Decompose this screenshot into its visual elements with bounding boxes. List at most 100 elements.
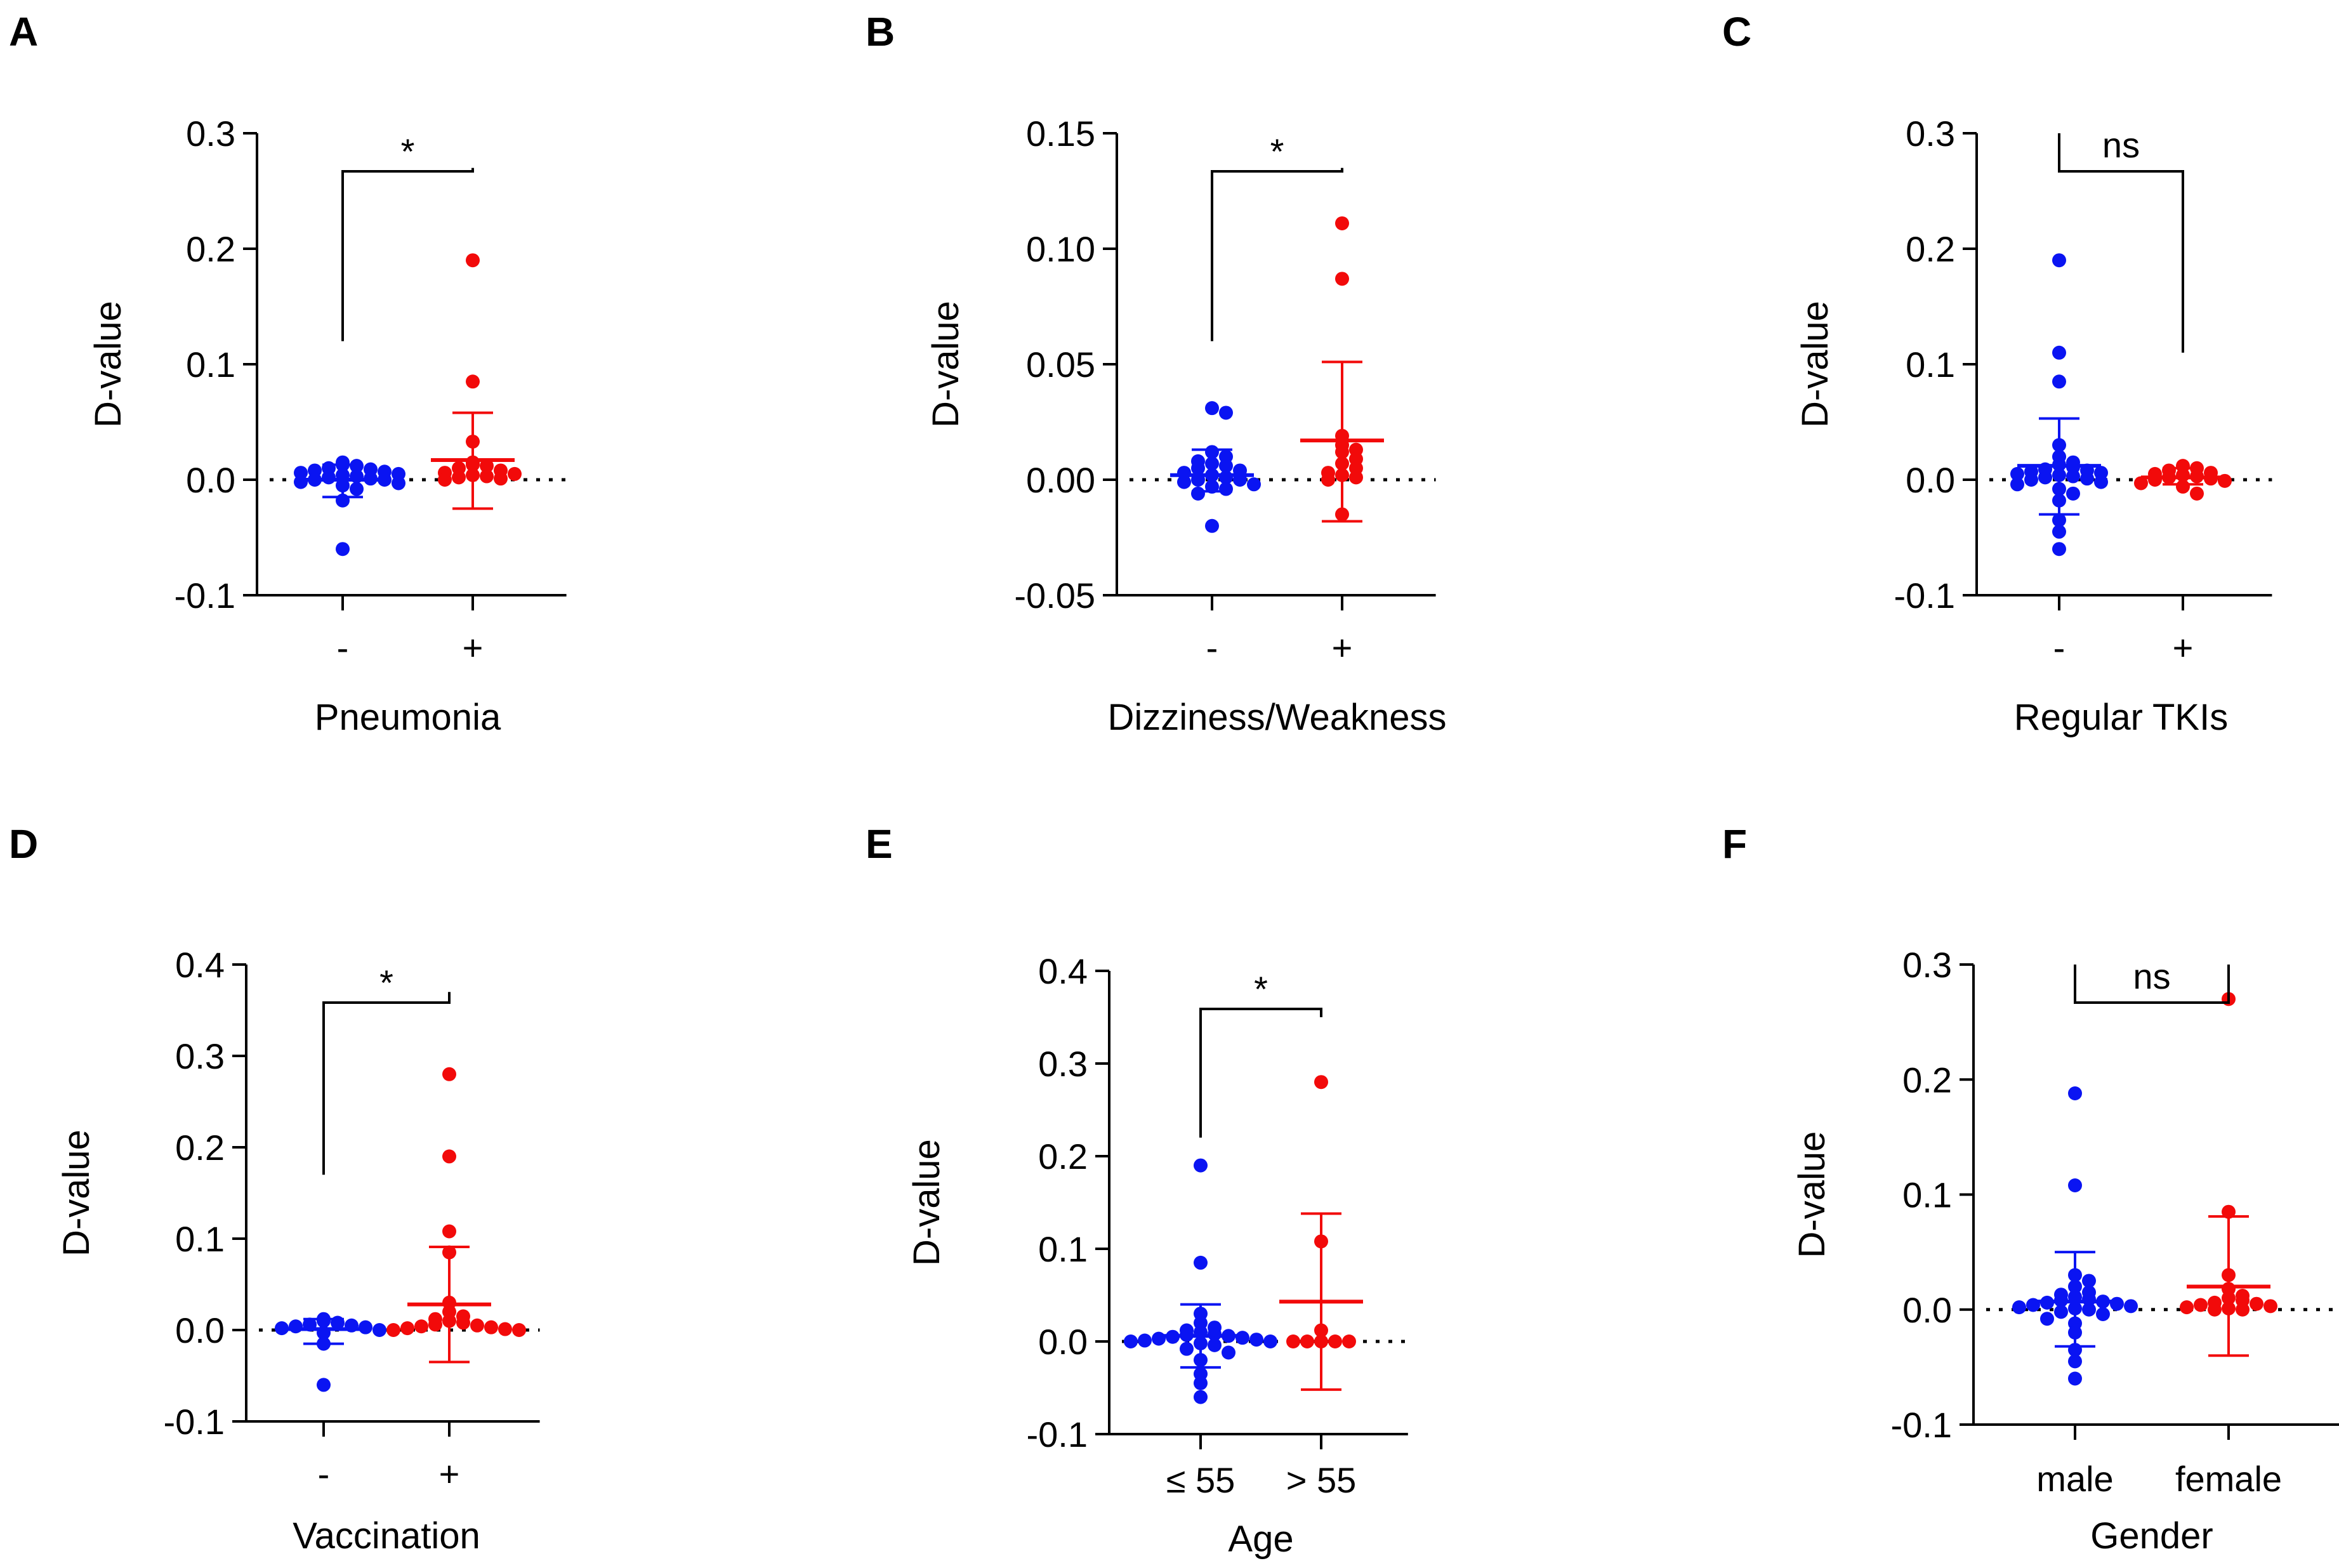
- data-point: [1205, 518, 1219, 533]
- y-tick-label: 0.2: [1038, 1136, 1088, 1176]
- data-point: [372, 1323, 386, 1337]
- data-point: [1191, 486, 1205, 501]
- data-point: [1194, 1255, 1208, 1270]
- data-point: [1222, 1345, 1235, 1360]
- y-tick-label: 0.3: [186, 114, 235, 154]
- data-point: [1263, 1334, 1277, 1348]
- data-point: [1124, 1334, 1138, 1348]
- y-tick-label: 0.05: [1026, 345, 1095, 385]
- data-point: [498, 1322, 512, 1336]
- y-tick-label: 0.2: [1906, 229, 1955, 269]
- data-point: [428, 1317, 442, 1332]
- data-point: [2080, 471, 2094, 486]
- x-tick-label: +: [463, 628, 484, 668]
- x-tick-label: -: [2053, 628, 2066, 668]
- data-point: [1194, 1390, 1208, 1404]
- y-axis-title: D-value: [925, 301, 966, 428]
- data-point: [317, 1378, 331, 1392]
- data-point: [2263, 1299, 2277, 1314]
- data-point: [466, 253, 480, 268]
- y-tick-label: -0.1: [164, 1402, 225, 1442]
- panel-b: B -0.05 0.00 0.05 0.10 0.15 - + Dizziness/Weakne…: [866, 9, 1447, 738]
- y-tick-label: 0.1: [175, 1219, 225, 1259]
- data-point: [452, 470, 466, 485]
- data-point: [2236, 1302, 2250, 1317]
- data-point: [1219, 405, 1233, 420]
- data-point: [1138, 1333, 1152, 1348]
- data-point: [2052, 513, 2066, 527]
- data-point: [400, 1321, 414, 1336]
- panel-f: F -0.1 0.0 0.1 0.2 0.3 male female Gender D-value…: [1722, 821, 2339, 1557]
- y-axis-title: D-value: [88, 301, 129, 428]
- data-point: [480, 469, 494, 484]
- y-tick-label: 0.3: [175, 1036, 225, 1076]
- y-tick-label: 0.15: [1026, 114, 1095, 154]
- data-point: [2040, 1312, 2054, 1326]
- x-tick-label: +: [439, 1454, 460, 1494]
- data-point: [1335, 216, 1349, 230]
- data-point: [2052, 374, 2066, 389]
- x-tick-label: > 55: [1286, 1460, 1357, 1500]
- panel-c: C -0.1 0.0 0.1 0.2 0.3 - + Regular TKIs D-value ns: [1722, 9, 2272, 738]
- data-point: [2124, 1299, 2138, 1314]
- data-point: [2082, 1302, 2096, 1317]
- x-axis-title: Dizziness/Weakness: [1107, 697, 1446, 738]
- significance-bracket: [1199, 1008, 1322, 1138]
- data-point: [289, 1319, 303, 1334]
- panel-letter: D: [9, 821, 38, 867]
- y-tick-label: 0.0: [1902, 1290, 1952, 1330]
- data-point: [1152, 1331, 1166, 1346]
- data-point: [294, 475, 308, 489]
- data-point: [1180, 1341, 1194, 1356]
- y-axis-title: D-value: [1791, 1131, 1833, 1258]
- data-point: [2066, 486, 2080, 501]
- data-point: [494, 471, 508, 486]
- data-point: [322, 470, 336, 485]
- significance-label: ns: [2102, 125, 2140, 165]
- data-point: [1194, 1376, 1208, 1390]
- y-tick-label: 0.1: [1902, 1175, 1952, 1215]
- data-point: [2208, 1302, 2222, 1317]
- y-tick-label: -0.05: [1014, 576, 1095, 616]
- data-point: [1247, 477, 1261, 492]
- data-point: [438, 473, 452, 487]
- data-point: [442, 1149, 456, 1164]
- data-point: [336, 542, 350, 557]
- data-point: [2148, 473, 2162, 487]
- data-point: [442, 1067, 456, 1081]
- data-point: [1249, 1333, 1263, 1347]
- significance-bracket: [322, 992, 451, 1175]
- data-point: [2066, 469, 2080, 484]
- x-axis-title: Gender: [2090, 1515, 2213, 1557]
- panel-letter: F: [1722, 821, 1747, 867]
- data-point: [2134, 476, 2148, 491]
- data-point: [2052, 542, 2066, 557]
- panel-e: E -0.1 0.0 0.1 0.2 0.3 0.4 ≤ 55 > 55 Age D-value *: [866, 821, 1408, 1560]
- data-point: [2082, 1274, 2096, 1288]
- y-tick-label: 0.4: [175, 945, 225, 985]
- x-tick-label: +: [1332, 628, 1353, 668]
- y-tick-label: 0.4: [1038, 951, 1088, 991]
- panel-letter: C: [1722, 9, 1751, 55]
- data-point: [466, 374, 480, 389]
- data-point: [1349, 470, 1363, 485]
- y-tick-label: 0.3: [1906, 114, 1955, 154]
- y-tick-label: 0.3: [1902, 945, 1952, 985]
- x-tick-label: -: [1206, 628, 1218, 668]
- x-tick-label: +: [2173, 628, 2194, 668]
- data-point: [1219, 482, 1233, 496]
- y-tick-label: -0.1: [175, 576, 236, 616]
- data-point: [1177, 475, 1191, 489]
- data-point: [2110, 1296, 2124, 1311]
- data-point: [1321, 473, 1335, 487]
- data-point: [484, 1320, 498, 1334]
- y-axis-title: D-value: [906, 1139, 947, 1266]
- data-point: [414, 1319, 428, 1334]
- data-point: [2068, 1178, 2082, 1192]
- data-point: [508, 466, 522, 481]
- data-point: [2096, 1307, 2110, 1321]
- data-point: [1286, 1334, 1300, 1348]
- y-tick-label: 0.1: [186, 345, 235, 385]
- panel-letter: B: [866, 9, 895, 55]
- x-tick-label: -: [318, 1454, 330, 1494]
